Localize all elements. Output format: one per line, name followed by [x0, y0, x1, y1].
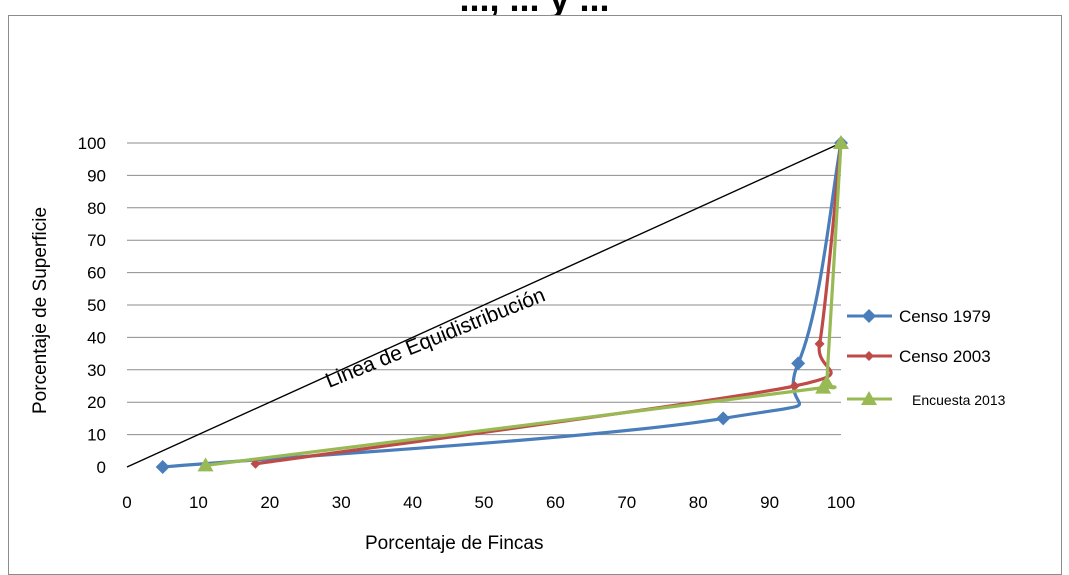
equidistribution-line — [126, 142, 842, 468]
y-tick-label: 100 — [78, 134, 106, 153]
x-tick-label: 80 — [689, 493, 708, 512]
data-point — [814, 338, 825, 349]
data-point — [818, 374, 835, 389]
data-point — [862, 309, 876, 323]
x-tick-label: 40 — [403, 493, 422, 512]
x-tick-label: 100 — [827, 493, 855, 512]
data-point — [833, 135, 849, 149]
x-tick-label: 20 — [260, 493, 279, 512]
lorenz-chart: 0 10 20 30 40 50 60 70 80 90 100 0 10 20 30 40 50 60 70 80 9… — [30, 134, 1006, 554]
chart-title: ..., ... y ... — [0, 0, 1069, 20]
equidistribution-label: Linea de Equidistribución — [322, 283, 548, 392]
y-tick-label: 20 — [87, 393, 106, 412]
gridlines — [127, 142, 841, 436]
y-tick-label: 90 — [87, 166, 106, 185]
y-tick-label: 0 — [97, 458, 106, 477]
legend: Censo 1979 Censo 2003 Encuesta 2013 — [847, 307, 1006, 408]
y-tick-label: 60 — [87, 264, 106, 283]
y-tick-label: 40 — [87, 328, 106, 347]
y-tick-label: 30 — [87, 361, 106, 380]
legend-label: Censo 2003 — [899, 347, 991, 366]
x-tick-label: 70 — [617, 493, 636, 512]
series-encuesta-2013 — [197, 135, 849, 472]
data-point — [155, 460, 170, 474]
y-tick-label: 80 — [87, 199, 106, 218]
series-group — [155, 135, 849, 474]
chart-frame: 0 10 20 30 40 50 60 70 80 90 100 0 10 20 30 40 50 60 70 80 9… — [8, 15, 1062, 575]
y-tick-label: 10 — [87, 426, 106, 445]
series-censo-2003 — [250, 138, 846, 469]
legend-item: Encuesta 2013 — [847, 391, 1006, 408]
legend-item: Censo 1979 — [847, 307, 991, 326]
data-point — [789, 381, 800, 391]
axes: 0 10 20 30 40 50 60 70 80 90 100 0 10 20 30 40 50 60 70 80 9… — [78, 134, 856, 512]
series-line — [255, 142, 843, 466]
data-point — [197, 457, 214, 472]
x-tick-label: 50 — [475, 493, 494, 512]
y-axis-title: Porcentaje de Superficie — [30, 207, 51, 414]
equidistribution-line — [126, 142, 842, 468]
y-tick-label: 70 — [87, 231, 106, 250]
legend-label: Censo 1979 — [899, 307, 991, 326]
data-point — [716, 411, 731, 426]
data-point — [250, 458, 261, 469]
data-point — [791, 356, 806, 371]
x-tick-label: 0 — [122, 493, 131, 512]
x-tick-label: 90 — [760, 493, 779, 512]
legend-label: Encuesta 2013 — [912, 392, 1006, 408]
legend-item: Censo 2003 — [847, 347, 991, 366]
data-point — [861, 391, 877, 405]
series-line — [162, 142, 843, 469]
x-tick-label: 30 — [332, 493, 351, 512]
x-tick-label: 10 — [189, 493, 208, 512]
x-axis-title: Porcentaje de Fincas — [365, 533, 544, 554]
data-point — [864, 351, 874, 361]
y-tick-label: 50 — [87, 296, 106, 315]
x-tick-label: 60 — [546, 493, 565, 512]
